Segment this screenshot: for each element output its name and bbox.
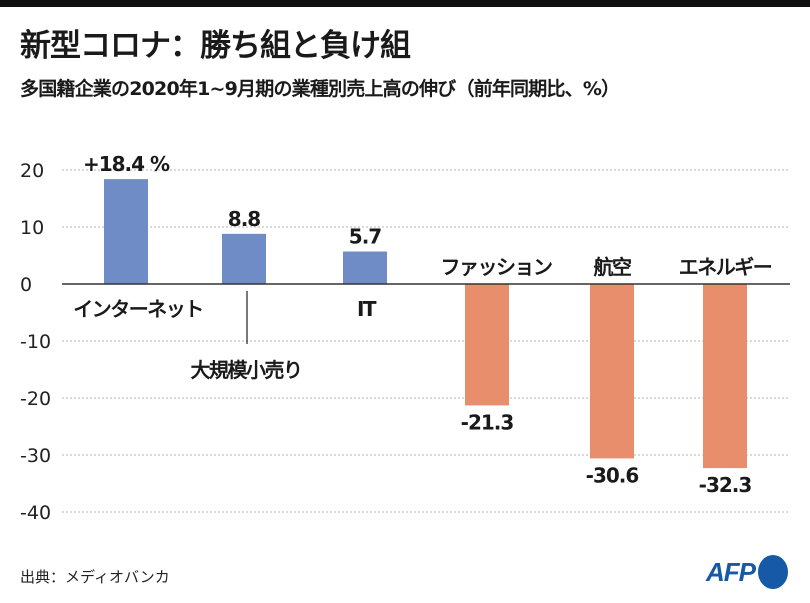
category-label: インターネット: [73, 297, 203, 321]
bar: [222, 233, 266, 284]
gridlines: [62, 169, 790, 513]
value-label: 5.7: [349, 225, 382, 249]
afp-logo: AFP: [706, 555, 788, 589]
value-label: -30.6: [586, 463, 639, 487]
category-label: IT: [357, 297, 377, 321]
value-label: -21.3: [461, 410, 514, 434]
y-tick-label: -20: [20, 388, 51, 410]
category-label: 航空: [594, 255, 632, 279]
y-tick-label: 10: [20, 217, 44, 239]
category-label: 大規模小売り: [191, 358, 302, 382]
bar: [343, 251, 387, 284]
value-label: +18.4 %: [83, 152, 170, 176]
chart-subtitle: 多国籍企業の2020年1~9月期の業種別売上高の伸び（前年同期比、%）: [20, 78, 620, 100]
top-bar: [0, 0, 810, 7]
chart-title: 新型コロナ：勝ち組と負け組: [20, 28, 411, 64]
bar: [465, 284, 509, 406]
y-tick-label: -30: [20, 445, 51, 467]
category-label: ファッション: [441, 255, 552, 279]
value-label: -32.3: [699, 473, 752, 497]
bar: [703, 284, 747, 469]
y-tick-label: -10: [20, 331, 51, 353]
bar: [104, 179, 148, 284]
bars: [104, 179, 747, 469]
y-axis-ticks: 20 10 0 -10 -20 -30 -40: [20, 160, 51, 524]
y-tick-label: -40: [20, 502, 51, 524]
source-note: 出典：メディオバンカ: [20, 568, 170, 586]
y-tick-label: 0: [20, 274, 32, 296]
afp-logo-text: AFP: [706, 556, 756, 587]
bar: [590, 284, 634, 459]
value-labels: +18.4 % 8.8 5.7 -21.3 -30.6 -32.3: [83, 152, 752, 497]
value-label: 8.8: [228, 207, 261, 231]
y-tick-label: 20: [20, 160, 44, 182]
afp-logo-dot-icon: [758, 555, 788, 589]
category-label: エネルギー: [679, 255, 772, 279]
